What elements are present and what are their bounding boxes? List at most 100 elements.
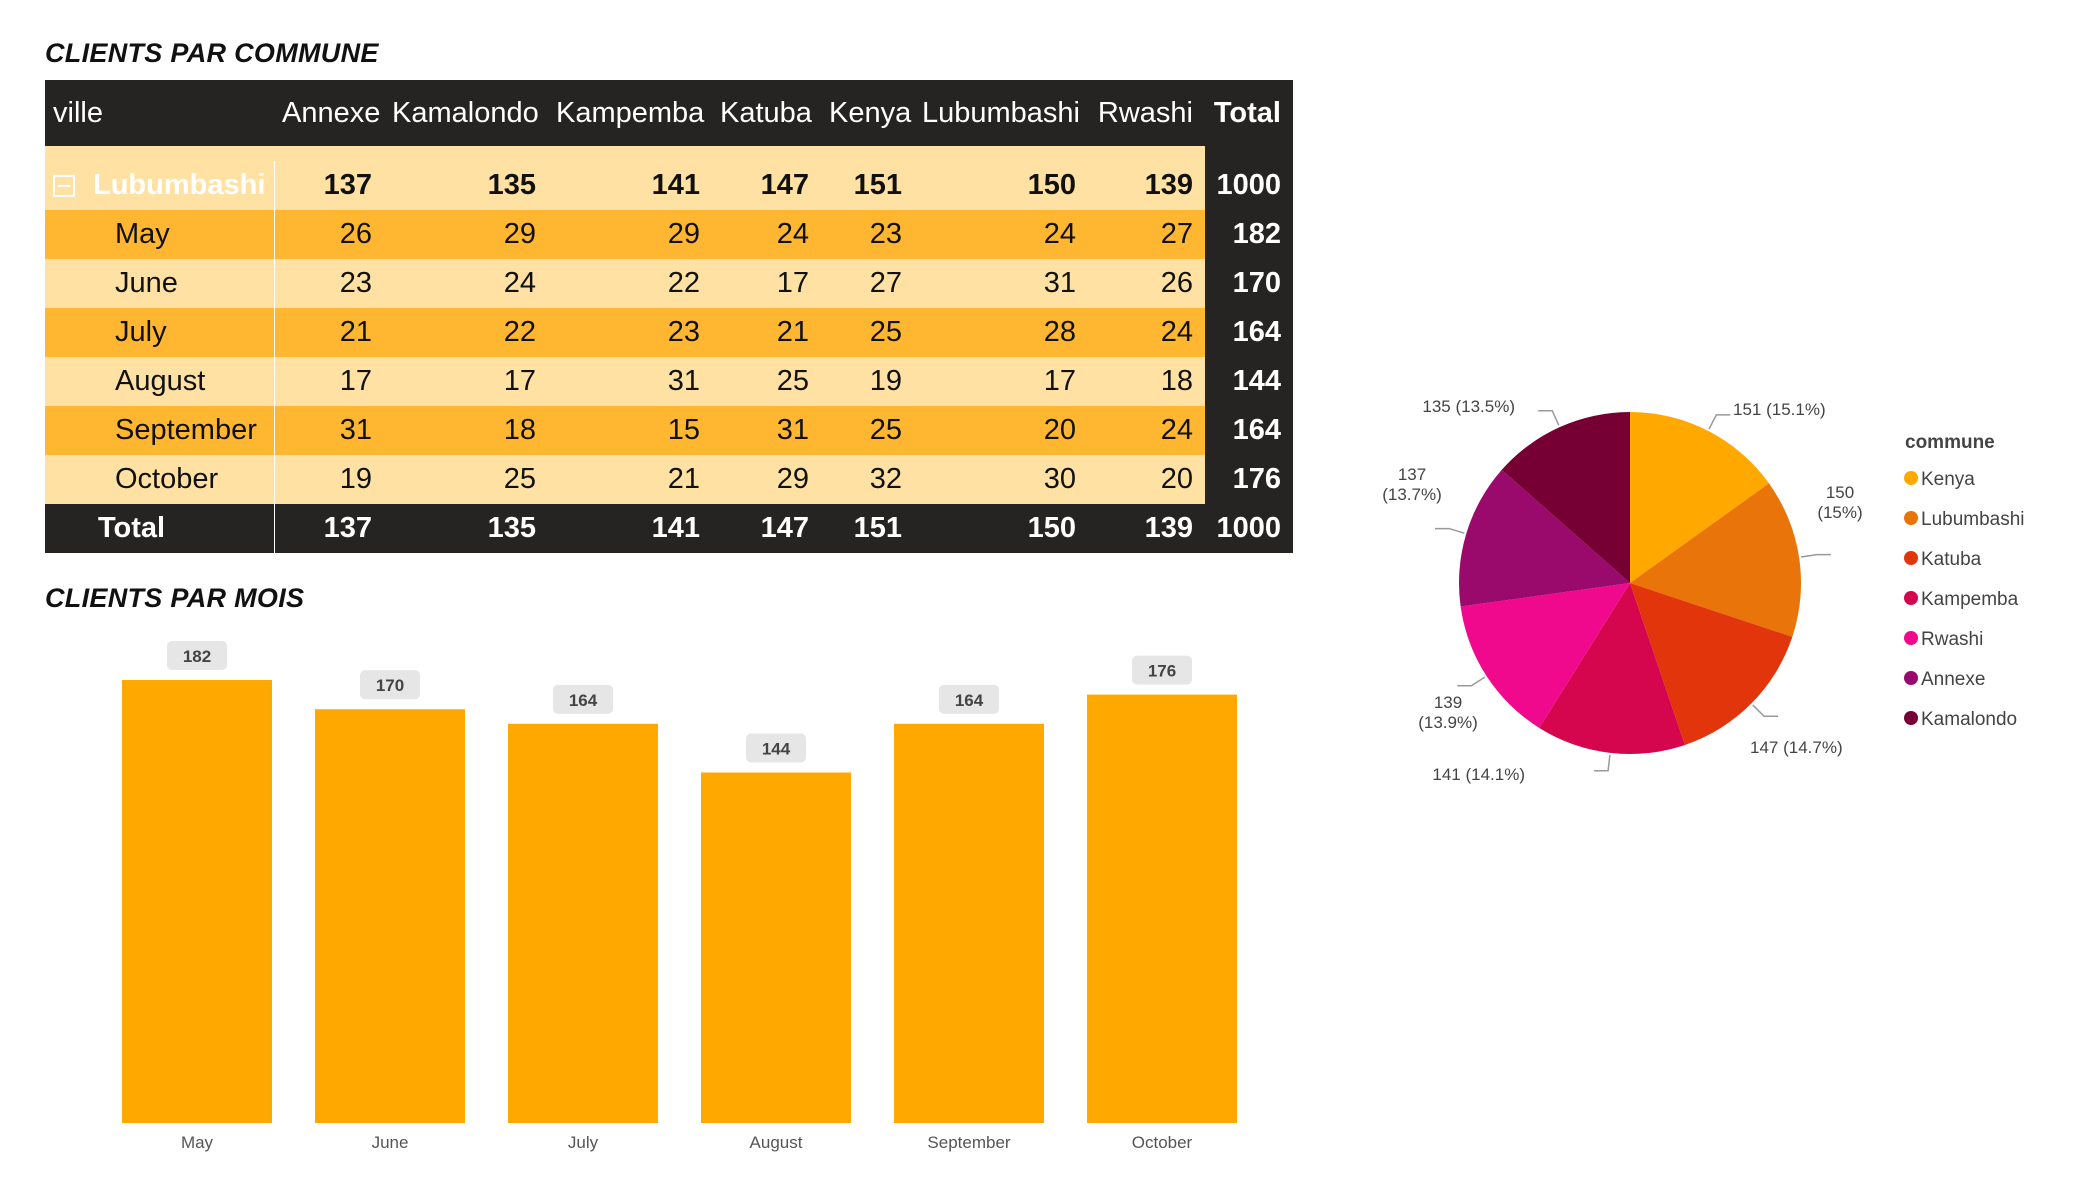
legend-marker-annexe[interactable] [1904,671,1918,685]
matrix-row-september[interactable]: September 31 18 15 31 25 20 24 164 [45,406,1293,455]
cell-may-total: 182 [1205,210,1293,259]
parent-cell-kampemba: 141 [651,169,700,201]
cell-october-total: 176 [1205,455,1293,504]
row-header-july[interactable]: July [45,308,275,357]
bar-september[interactable] [894,723,1044,1123]
row-header-october[interactable]: October [45,455,275,504]
column-header-rwashi[interactable]: Rwashi [1097,96,1193,129]
matrix-row-may[interactable]: May 26 29 29 24 23 24 27 182 [45,210,1293,259]
pie-slice-kamalondo[interactable] [1501,412,1630,583]
legend-marker-kenya[interactable] [1904,471,1918,485]
data-label-september: 164 [955,691,984,710]
column-header-lubumbashi[interactable]: Lubumbashi [922,96,1080,129]
legend-item-katuba[interactable]: Katuba [1921,549,1982,570]
pie-slice-kenya[interactable] [1630,412,1769,583]
cell-may-rwashi: 27 [1160,218,1193,250]
data-label-bg-september [939,684,999,714]
pie-slice-lubumbashi[interactable] [1630,483,1801,637]
matrix-row-october[interactable]: October 19 25 21 29 32 30 20 176 [45,455,1293,504]
legend-item-kenya[interactable]: Kenya [1921,469,1975,490]
cell-august-kenya: 19 [869,365,902,397]
row-header-september[interactable]: September [45,406,275,455]
cell-august-rwashi: 18 [1160,365,1193,397]
collapse-icon[interactable] [53,175,75,198]
matrix-corner-header[interactable]: ville [53,96,103,129]
total-cell-kamalondo: 135 [487,512,536,544]
pie-leader-annexe [1435,527,1465,534]
bar-august[interactable] [701,772,851,1123]
column-header-total[interactable]: Total [1213,96,1281,129]
x-tick-label-october: October [1132,1133,1193,1152]
legend-item-kamalondo[interactable]: Kamalondo [1921,709,2017,730]
row-header-august[interactable]: August [45,357,275,406]
column-header-kenya[interactable]: Kenya [829,96,912,129]
cell-october-rwashi: 20 [1160,463,1193,495]
column-header-katuba[interactable]: Katuba [720,96,812,129]
legend-marker-lubumbashi[interactable] [1904,511,1918,525]
matrix-parent-row[interactable]: Lubumbashi 137 135 141 147 151 150 139 1… [45,161,1293,210]
parent-cell-kamalondo: 135 [487,169,536,201]
parent-cell-lubumbashi: 150 [1027,169,1076,201]
cell-august-total: 144 [1205,357,1293,406]
legend-marker-katuba[interactable] [1904,551,1918,565]
legend-marker-kampemba[interactable] [1904,591,1918,605]
pie-slice-annexe[interactable] [1459,469,1630,607]
legend-item-kampemba[interactable]: Kampemba [1921,589,2019,610]
row-header-may[interactable]: May [45,210,275,259]
matrix-spacer [45,146,1293,161]
cell-july-kamalondo: 22 [503,316,536,348]
pie-slice-kampemba[interactable] [1539,583,1685,754]
column-header-kamalondo[interactable]: Kamalondo [392,96,539,129]
legend-marker-rwashi[interactable] [1904,631,1918,645]
data-label-bg-october [1132,655,1192,685]
parent-row-label: Lubumbashi [93,169,266,201]
legend-item-lubumbashi[interactable]: Lubumbashi [1921,509,2025,530]
column-header-annexe[interactable]: Annexe [282,96,381,129]
parent-cell-kenya: 151 [853,169,902,201]
x-tick-label-september: September [927,1133,1010,1152]
pie-label-rwashi: 139 (13.9%) [1418,693,1478,732]
cell-august-lubumbashi: 17 [1043,365,1076,397]
parent-row-header[interactable]: Lubumbashi [45,161,275,210]
pie-slice-rwashi[interactable] [1460,583,1630,728]
bar-june[interactable] [315,709,465,1123]
data-label-august: 144 [762,739,791,758]
cell-june-kamalondo: 24 [503,267,536,299]
cell-august-katuba: 25 [776,365,809,397]
bar-october[interactable] [1087,694,1237,1123]
matrix-row-june[interactable]: June 23 24 22 17 27 31 26 170 [45,259,1293,308]
total-cell-rwashi: 139 [1144,512,1193,544]
bar-july[interactable] [508,723,658,1123]
cell-june-katuba: 17 [776,267,809,299]
clients-par-mois-bar-chart: 182 May 170 June 164 July 144 August 164 Septembe… [122,641,1237,1152]
cell-august-kamalondo: 17 [503,365,536,397]
cell-july-kenya: 25 [869,316,902,348]
cell-september-rwashi: 24 [1160,414,1193,446]
legend-marker-kamalondo[interactable] [1904,711,1918,725]
cell-july-kampemba: 23 [667,316,700,348]
cell-june-annexe: 23 [339,267,372,299]
matrix-row-july[interactable]: July 21 22 23 21 25 28 24 164 [45,308,1293,357]
legend-item-annexe[interactable]: Annexe [1921,669,1985,690]
pie-slice-katuba[interactable] [1630,583,1793,745]
cell-may-annexe: 26 [339,218,372,250]
x-tick-label-august: August [750,1133,803,1152]
data-label-may: 182 [183,647,211,666]
cell-september-kamalondo: 18 [503,414,536,446]
data-label-june: 170 [376,676,404,695]
row-header-june[interactable]: June [45,259,275,308]
data-label-july: 164 [569,691,598,710]
pie-label-kamalondo: 135 (13.5%) [1422,397,1515,416]
total-cell-annexe: 137 [323,512,372,544]
parent-cell-katuba: 147 [760,169,809,201]
spacer-cell [45,146,1205,161]
cell-september-kampemba: 15 [667,414,700,446]
legend-item-rwashi[interactable]: Rwashi [1921,629,1983,650]
pie-leader-kenya [1708,414,1731,430]
data-label-october: 176 [1148,662,1176,681]
matrix-row-august[interactable]: August 17 17 31 25 19 17 18 144 [45,357,1293,406]
column-header-kampemba[interactable]: Kampemba [556,96,705,129]
bar-may[interactable] [122,680,272,1123]
cell-august-annexe: 17 [339,365,372,397]
pie-label-kenya: 151 (15.1%) [1733,400,1826,419]
